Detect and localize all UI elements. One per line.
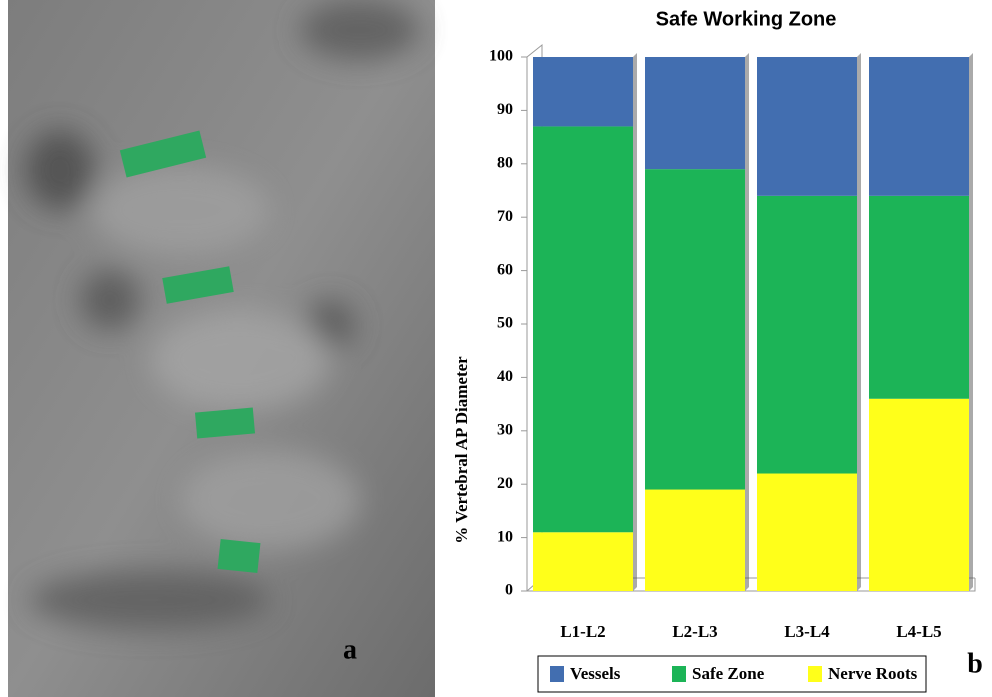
bar-side xyxy=(745,53,749,591)
bar-segment xyxy=(757,57,857,196)
bar-segment xyxy=(533,126,633,532)
bar-segment xyxy=(869,399,969,591)
y-tick-label: 50 xyxy=(497,315,513,332)
bar-segment xyxy=(869,57,969,196)
y-tick-label: 90 xyxy=(497,101,513,118)
bar-segment xyxy=(757,474,857,591)
legend-swatch xyxy=(808,666,822,682)
chart-title: Safe Working Zone xyxy=(656,8,837,30)
y-tick-label: 10 xyxy=(497,528,513,545)
y-axis-label: % Vertebral AP Diameter xyxy=(452,356,471,544)
y-tick-label: 40 xyxy=(497,368,513,385)
y-tick-label: 20 xyxy=(497,475,513,492)
bar-segment xyxy=(645,169,745,489)
y-tick-label: 80 xyxy=(497,154,513,171)
bar-side xyxy=(969,53,973,591)
legend-swatch xyxy=(550,666,564,682)
bar-segment xyxy=(533,57,633,126)
x-tick-label: L2-L3 xyxy=(672,622,717,641)
figure: a b Safe Working Zone % Vertebral AP Dia… xyxy=(0,0,992,697)
legend-label: Nerve Roots xyxy=(828,664,918,683)
legend-label: Vessels xyxy=(570,664,621,683)
panel-label: a xyxy=(343,634,357,665)
bar-segment xyxy=(645,490,745,591)
x-tick-label: L4-L5 xyxy=(896,622,941,641)
marker xyxy=(195,408,255,439)
bar-segment xyxy=(869,196,969,399)
marker xyxy=(218,539,261,573)
legend-label: Safe Zone xyxy=(692,664,765,683)
x-tick-label: L1-L2 xyxy=(560,622,605,641)
bar-segment xyxy=(533,532,633,591)
y-tick-label: 70 xyxy=(497,208,513,225)
bar-side xyxy=(633,53,637,591)
bar-segment xyxy=(757,196,857,474)
y-tick-label: 60 xyxy=(497,261,513,278)
y-tick-label: 0 xyxy=(505,582,513,599)
x-tick-label: L3-L4 xyxy=(784,622,830,641)
panel-label: b xyxy=(967,648,983,679)
legend-swatch xyxy=(672,666,686,682)
bar-segment xyxy=(645,57,745,169)
bar-side xyxy=(857,53,861,591)
xray-image xyxy=(8,0,435,697)
y-tick-label: 30 xyxy=(497,421,513,438)
y-tick-label: 100 xyxy=(489,48,513,65)
